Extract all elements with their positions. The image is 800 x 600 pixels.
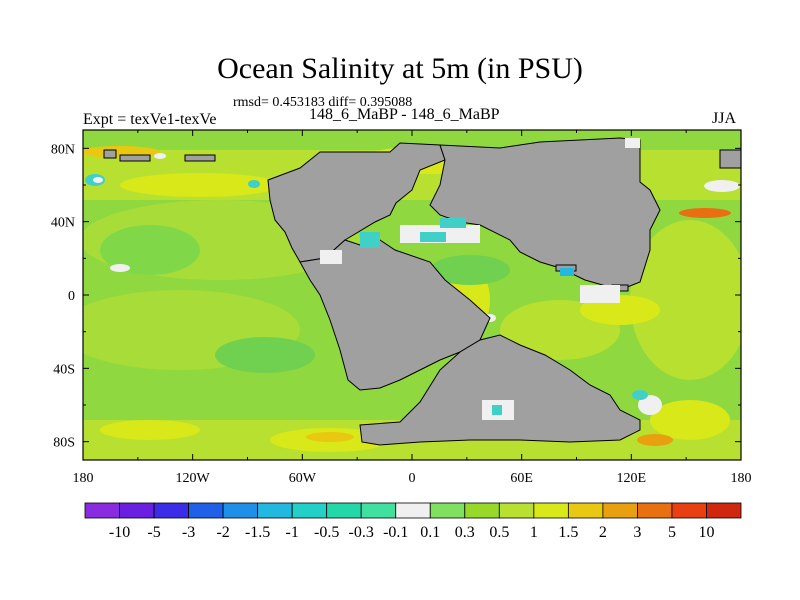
colorbar-swatch	[395, 502, 431, 519]
y-tick-label: 40N	[51, 216, 75, 231]
y-ticks: 80N 40N 0 40S 80S	[51, 142, 741, 451]
stats-text: rmsd= 0.453183 diff= 0.395088	[233, 95, 413, 110]
y-tick-label: 0	[68, 289, 75, 304]
colorbar: -10 -5 -3 -2 -1.5 -1 -0.5 -0.3 -0.1 0.1 0.3 0.5 1 1.5…	[84, 502, 742, 541]
y-tick-label: 40S	[53, 362, 75, 377]
colorbar-swatch	[567, 502, 604, 519]
colorbar-label: 10	[698, 524, 714, 541]
chart-title: Ocean Salinity at 5m (in PSU)	[217, 52, 583, 85]
colorbar-swatch	[222, 502, 259, 519]
colorbar-label: 0.3	[455, 524, 475, 541]
y-tick-label: 80S	[53, 436, 75, 451]
colorbar-swatch	[291, 502, 328, 519]
experiment-label: Expt = texVe1-texVe	[83, 111, 217, 128]
colorbar-label: -0.5	[314, 524, 339, 541]
y-tick-label: 80N	[51, 142, 75, 157]
colorbar-label: -1.5	[245, 524, 270, 541]
colorbar-swatch	[188, 502, 224, 519]
colorbar-label: -10	[109, 524, 130, 541]
colorbar-swatch	[464, 502, 500, 519]
colorbar-swatch	[533, 502, 569, 519]
x-tick-label: 60E	[510, 471, 533, 486]
x-tick-label: 0	[409, 471, 416, 486]
colorbar-label: 3	[633, 524, 641, 541]
colorbar-swatch	[119, 502, 155, 519]
colorbar-label: -3	[182, 524, 195, 541]
colorbar-label: 0.5	[489, 524, 509, 541]
colorbar-label: -0.3	[349, 524, 374, 541]
colorbar-label: -5	[147, 524, 160, 541]
colorbar-swatch	[360, 502, 397, 519]
land-mask	[103, 137, 741, 446]
colorbar-label: 2	[599, 524, 607, 541]
x-tick-label: 120W	[176, 471, 211, 486]
colorbar-swatch	[637, 502, 673, 519]
colorbar-label: -0.1	[383, 524, 408, 541]
colorbar-label: 0.1	[420, 524, 440, 541]
colorbar-swatch	[257, 502, 293, 519]
x-ticks: 180 120W 60W 0 60E 120E 180	[73, 130, 752, 486]
colorbar-swatch	[84, 502, 120, 519]
colorbar-label: 5	[668, 524, 676, 541]
colorbar-swatch	[671, 502, 707, 519]
colorbar-label: -2	[216, 524, 229, 541]
colorbar-swatch	[498, 502, 535, 519]
colorbar-swatch	[153, 502, 189, 519]
x-tick-label: 180	[731, 471, 752, 486]
colorbar-swatch	[602, 502, 638, 519]
colorbar-swatch	[706, 502, 742, 519]
colorbar-label: 1	[530, 524, 538, 541]
x-tick-label: 120E	[617, 471, 647, 486]
season-label: JJA	[712, 110, 737, 127]
marginal-seas	[320, 138, 640, 420]
x-tick-label: 60W	[289, 471, 317, 486]
colorbar-label: -1	[285, 524, 298, 541]
x-tick-label: 180	[73, 471, 94, 486]
colorbar-swatch	[326, 502, 362, 519]
difference-label: 148_6_MaBP - 148_6_MaBP	[309, 106, 500, 123]
colorbar-swatch	[429, 502, 466, 519]
colorbar-label: 1.5	[558, 524, 578, 541]
